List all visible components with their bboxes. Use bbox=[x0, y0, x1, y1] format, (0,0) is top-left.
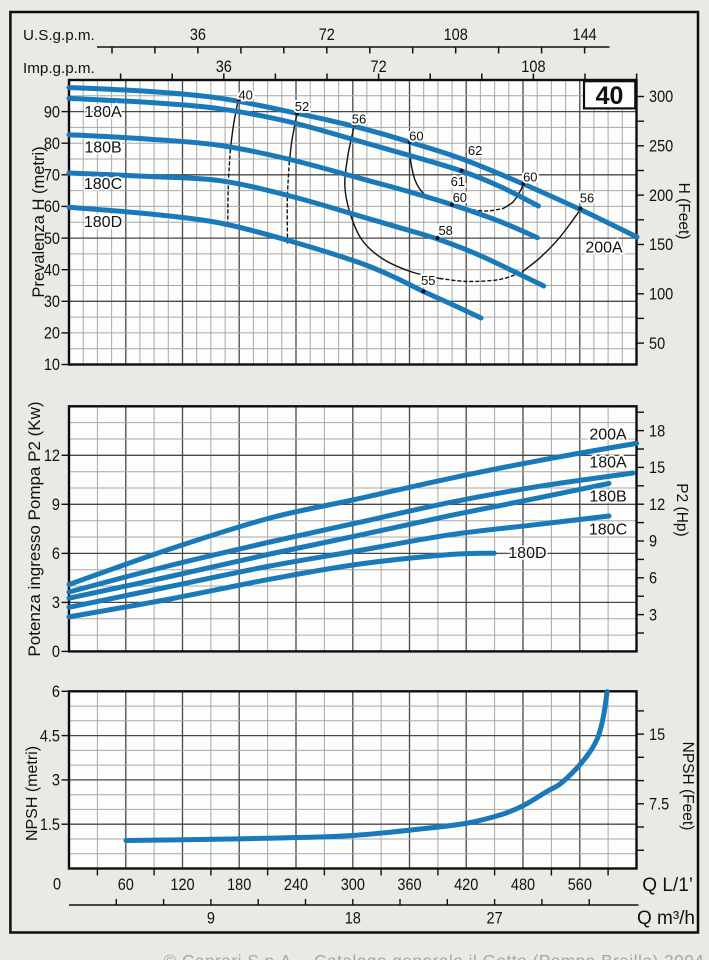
svg-text:58: 58 bbox=[438, 223, 452, 238]
svg-text:18: 18 bbox=[649, 422, 665, 440]
svg-text:U.S.g.p.m.: U.S.g.p.m. bbox=[23, 27, 95, 44]
svg-text:Imp.g.p.m.: Imp.g.p.m. bbox=[23, 60, 95, 77]
svg-text:H (Feet): H (Feet) bbox=[675, 183, 692, 240]
svg-text:56: 56 bbox=[352, 111, 366, 126]
svg-text:560: 560 bbox=[568, 876, 593, 894]
svg-text:120: 120 bbox=[170, 876, 195, 894]
svg-text:240: 240 bbox=[284, 876, 309, 894]
svg-text:9: 9 bbox=[207, 910, 215, 928]
svg-text:72: 72 bbox=[371, 58, 387, 76]
svg-text:Q L/1’: Q L/1’ bbox=[642, 875, 693, 896]
svg-text:50: 50 bbox=[649, 335, 665, 353]
svg-text:NPSH (Feet): NPSH (Feet) bbox=[679, 742, 696, 831]
svg-text:180B: 180B bbox=[589, 488, 626, 505]
svg-text:3: 3 bbox=[649, 606, 657, 624]
svg-text:3: 3 bbox=[52, 594, 60, 612]
svg-text:15: 15 bbox=[649, 726, 665, 744]
svg-text:420: 420 bbox=[454, 876, 479, 894]
svg-text:480: 480 bbox=[511, 876, 536, 894]
svg-text:P2 (Hp): P2 (Hp) bbox=[673, 483, 690, 536]
svg-text:7.5: 7.5 bbox=[649, 796, 669, 814]
svg-text:55: 55 bbox=[421, 273, 435, 288]
svg-text:18: 18 bbox=[345, 910, 361, 928]
svg-text:9: 9 bbox=[649, 533, 657, 551]
svg-text:© Caprari S.p.A. - Catalogo ge: © Caprari S.p.A. - Catalogo generale il … bbox=[164, 952, 705, 960]
svg-text:12: 12 bbox=[649, 496, 665, 514]
svg-text:300: 300 bbox=[649, 88, 674, 106]
svg-text:100: 100 bbox=[649, 286, 674, 304]
svg-text:56: 56 bbox=[580, 191, 594, 206]
svg-text:3: 3 bbox=[52, 772, 60, 790]
svg-text:62: 62 bbox=[468, 143, 482, 158]
svg-text:40: 40 bbox=[596, 82, 624, 110]
svg-text:180D: 180D bbox=[508, 545, 546, 562]
svg-text:NPSH (metri): NPSH (metri) bbox=[24, 746, 41, 841]
svg-text:1.5: 1.5 bbox=[40, 816, 60, 834]
svg-text:10: 10 bbox=[44, 356, 60, 374]
svg-text:108: 108 bbox=[521, 58, 545, 76]
svg-text:15: 15 bbox=[649, 459, 665, 477]
svg-text:200A: 200A bbox=[585, 239, 623, 256]
svg-text:80: 80 bbox=[44, 135, 60, 153]
svg-text:20: 20 bbox=[44, 325, 60, 343]
svg-text:150: 150 bbox=[649, 236, 674, 254]
svg-text:61: 61 bbox=[451, 174, 465, 189]
svg-text:60: 60 bbox=[453, 190, 467, 205]
svg-text:72: 72 bbox=[319, 26, 335, 44]
svg-text:70: 70 bbox=[44, 167, 60, 185]
svg-text:6: 6 bbox=[52, 683, 60, 701]
svg-text:50: 50 bbox=[44, 230, 60, 248]
svg-text:40: 40 bbox=[44, 262, 60, 280]
svg-text:36: 36 bbox=[216, 58, 232, 76]
svg-text:180A: 180A bbox=[589, 455, 627, 472]
svg-text:6: 6 bbox=[52, 545, 60, 563]
svg-text:180C: 180C bbox=[84, 176, 122, 193]
svg-text:360: 360 bbox=[397, 876, 422, 894]
svg-text:0: 0 bbox=[53, 876, 61, 894]
svg-text:180B: 180B bbox=[84, 140, 121, 157]
svg-text:27: 27 bbox=[487, 910, 503, 928]
svg-text:Q m³/h: Q m³/h bbox=[637, 908, 695, 929]
svg-text:4.5: 4.5 bbox=[40, 727, 60, 745]
svg-text:52: 52 bbox=[295, 99, 309, 114]
svg-text:200: 200 bbox=[649, 187, 674, 205]
svg-text:60: 60 bbox=[409, 129, 423, 144]
svg-text:30: 30 bbox=[44, 293, 60, 311]
svg-text:180D: 180D bbox=[84, 214, 122, 231]
svg-text:90: 90 bbox=[44, 103, 60, 121]
svg-text:12: 12 bbox=[44, 447, 60, 465]
svg-text:6: 6 bbox=[649, 570, 657, 588]
svg-text:Prevalenza H (metri): Prevalenza H (metri) bbox=[30, 146, 48, 297]
svg-text:0: 0 bbox=[52, 643, 60, 661]
svg-text:180C: 180C bbox=[589, 521, 627, 538]
svg-text:60: 60 bbox=[118, 876, 134, 894]
svg-text:9: 9 bbox=[52, 496, 60, 514]
svg-text:250: 250 bbox=[649, 138, 674, 156]
svg-text:40: 40 bbox=[238, 88, 252, 103]
svg-text:300: 300 bbox=[341, 876, 366, 894]
svg-text:144: 144 bbox=[572, 26, 597, 44]
svg-text:180A: 180A bbox=[84, 104, 122, 121]
svg-text:200A: 200A bbox=[589, 427, 627, 444]
svg-text:108: 108 bbox=[444, 26, 468, 44]
svg-text:36: 36 bbox=[190, 26, 206, 44]
svg-text:60: 60 bbox=[44, 198, 60, 216]
svg-text:180: 180 bbox=[227, 876, 252, 894]
svg-text:Potenza ingresso Pompa P2 (Kw): Potenza ingresso Pompa P2 (Kw) bbox=[25, 401, 44, 656]
svg-text:60: 60 bbox=[523, 170, 537, 185]
